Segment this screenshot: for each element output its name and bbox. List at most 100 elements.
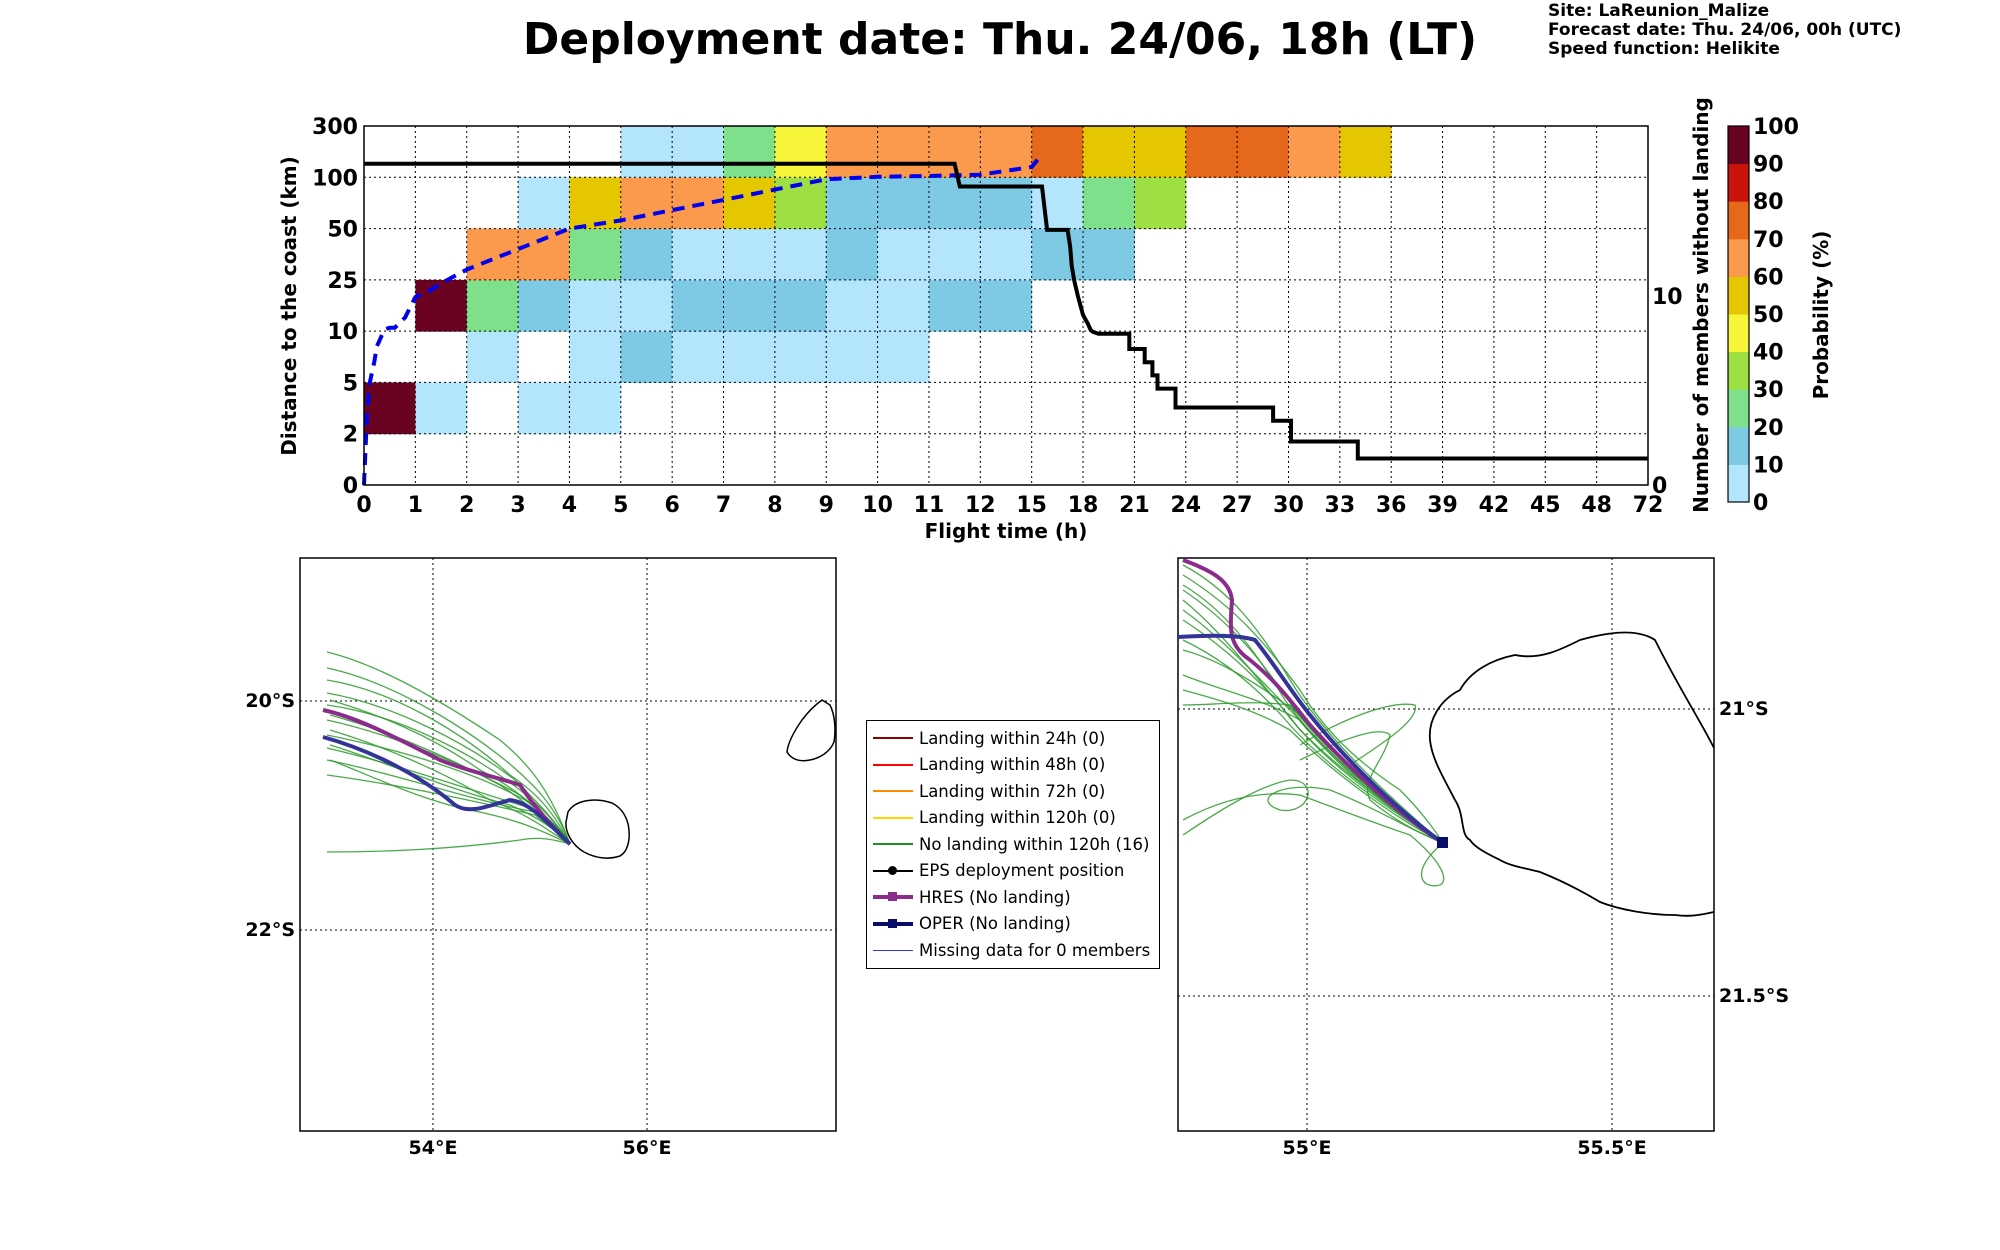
legend-marker [888, 918, 897, 928]
ensemble-track [1299, 703, 1444, 844]
x-tick-label: 30 [1273, 493, 1304, 518]
heatmap-cell [1083, 228, 1135, 281]
heatmap-cell [620, 228, 673, 281]
colorbar-tick-label: 70 [1753, 228, 1784, 253]
y2-tick-label: 10 [1652, 285, 1683, 310]
ensemble-track [1182, 639, 1444, 844]
hres-track [1182, 558, 1445, 845]
heatmap-cell [620, 279, 673, 332]
heatmap-cell [877, 177, 930, 230]
left-map-frame [299, 557, 837, 1132]
heatmap-cell [569, 177, 622, 230]
colorbar-tick-label: 90 [1753, 153, 1784, 178]
legend-label: Landing within 72h (0) [919, 781, 1106, 801]
ensemble-track [326, 651, 571, 845]
legend-swatch [873, 790, 913, 793]
ensemble-track [1182, 702, 1444, 844]
heatmap-cell [826, 331, 879, 383]
y-tick-label: 300 [312, 115, 358, 140]
x-tick-label: 24 [1170, 493, 1201, 518]
x-tick-label: 36 [1376, 493, 1407, 518]
x-tick-label: 18 [1068, 493, 1099, 518]
colorbar-tick-label: 0 [1753, 491, 1768, 516]
colorbar-tick-label: 20 [1753, 416, 1784, 441]
y2-axis-title: Number of members without landing [1689, 97, 1713, 513]
x-tick-label: 45 [1530, 493, 1561, 518]
legend-item: Landing within 48h (0) [867, 752, 1159, 779]
x-tick-label: 1 [408, 493, 423, 518]
ensemble-track [329, 714, 571, 845]
colorbar-segment [1728, 126, 1749, 165]
colorbar-segment [1728, 314, 1749, 353]
y-tick-label: 0 [343, 474, 358, 499]
heatmap-cell [1031, 126, 1084, 178]
right-map-lon-label: 55°E [1283, 1137, 1332, 1159]
legend-item: Landing within 120h (0) [867, 805, 1159, 832]
heatmap-cell [569, 279, 622, 332]
legend-marker [888, 865, 897, 875]
colorbar-segment [1728, 201, 1749, 240]
colorbar-tick-label: 10 [1753, 453, 1784, 478]
legend-item: Missing data for 0 members [867, 937, 1159, 964]
heatmap-cell [364, 382, 416, 435]
heatmap-cell [928, 279, 981, 332]
x-tick-label: 33 [1325, 493, 1356, 518]
right-map-lat-label: 21°S [1719, 698, 1769, 720]
x-tick-label: 15 [1016, 493, 1047, 518]
colorbar-segment [1728, 426, 1749, 465]
left-map-lon-label: 54°E [409, 1137, 458, 1159]
heatmap-cell [1031, 228, 1084, 281]
legend-label: No landing within 120h (16) [919, 834, 1150, 854]
heatmap-cell [415, 382, 468, 435]
median-distance-line [362, 152, 1044, 486]
legend-item: No landing within 120h (16) [867, 831, 1159, 858]
heatmap-cell [723, 177, 776, 230]
colorbar-tick-label: 60 [1753, 265, 1784, 290]
legend-label: Landing within 120h (0) [919, 808, 1116, 828]
legend-swatch [873, 737, 913, 740]
y-tick-label: 25 [327, 269, 358, 294]
heatmap-cell [1185, 126, 1238, 178]
heatmap-frame [363, 125, 1649, 486]
left-map: 20°S 22°S 54°E 56°E [245, 557, 837, 1159]
heatmap-cell [826, 228, 879, 281]
chart-title: Deployment date: Thu. 24/06, 18h (LT) [522, 14, 1478, 65]
colorbar-tick-label: 30 [1753, 378, 1784, 403]
colorbar-tick-label: 50 [1753, 303, 1784, 328]
mauritius-island-coastline [786, 699, 836, 762]
x-tick-label: 5 [613, 493, 628, 518]
heatmap-grid [364, 126, 1648, 485]
oper-track [322, 735, 572, 846]
heatmap-cell [1237, 126, 1289, 178]
x-tick-label: 42 [1479, 493, 1510, 518]
heatmap-cell [826, 126, 879, 178]
colorbar-label: Probability (%) [1809, 231, 1833, 400]
x-tick-label: 10 [862, 493, 893, 518]
colorbar-segment [1728, 238, 1749, 277]
legend-label: HRES (No landing) [919, 887, 1071, 907]
colorbar-segment [1728, 276, 1749, 315]
x-axis-title: Flight time (h) [925, 519, 1088, 543]
reunion-island-coastline [1428, 631, 1715, 917]
ensemble-track [1182, 574, 1444, 844]
colorbar-segment [1728, 351, 1749, 390]
heatmap-cell [518, 228, 570, 281]
right-map-ensemble-tracks [1182, 564, 1445, 887]
heatmap-cell [723, 228, 776, 281]
heatmap-cell [774, 228, 827, 281]
ensemble-track [326, 679, 571, 845]
heatmap-cell [1134, 177, 1187, 230]
legend-label: EPS deployment position [919, 861, 1125, 881]
ensemble-track [329, 729, 571, 845]
heatmap-cell [980, 228, 1033, 281]
reunion-island-coastline [565, 799, 630, 859]
y-tick-label: 2 [343, 423, 358, 448]
forecast-date-label: Forecast date: Thu. 24/06, 00h (UTC) [1548, 20, 1902, 40]
heatmap-cell [620, 331, 673, 383]
heatmap-cell [723, 126, 776, 178]
legend-label: Landing within 48h (0) [919, 755, 1106, 775]
heatmap-cell [569, 331, 622, 383]
heatmap-cell [1083, 177, 1135, 230]
heatmap-cell [774, 331, 827, 383]
